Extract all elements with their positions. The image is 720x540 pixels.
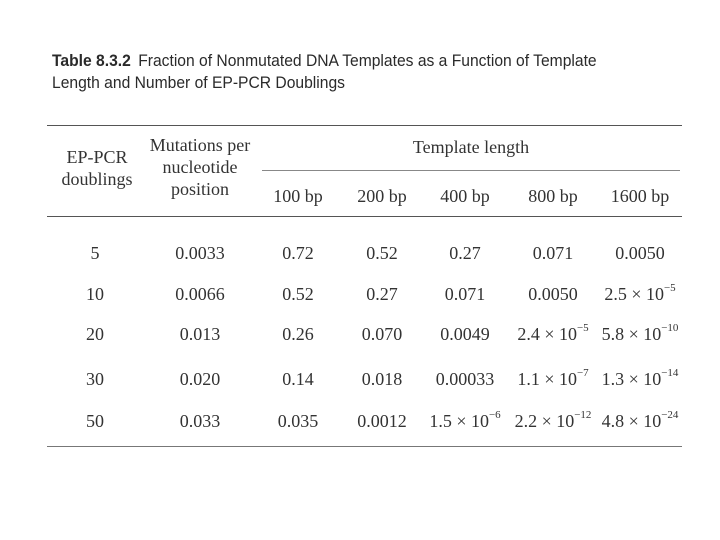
cell-mutations: 0.0066 (175, 284, 225, 304)
fraction-mantissa: 1.5 × 10 (429, 411, 489, 431)
cell-fraction-nonmutated: 0.52 (334, 242, 430, 264)
fraction-mantissa: 2.2 × 10 (514, 411, 575, 431)
table-top-rule (47, 125, 682, 126)
fraction-mantissa: 0.071 (444, 284, 486, 304)
fraction-exponent: −7 (576, 367, 589, 379)
cell-mutations: 0.033 (179, 411, 221, 431)
cell-fraction-nonmutated: 2.4 × 10−5 (505, 323, 601, 345)
cell-fraction-nonmutated: 1.5 × 10−6 (417, 410, 513, 432)
cell-fraction-nonmutated: 0.52 (250, 283, 346, 305)
fraction-exponent: −5 (663, 282, 676, 294)
header-length-1600bp: 1600 bp (610, 186, 670, 206)
fraction-exponent: −12 (574, 409, 592, 421)
cell-fraction-nonmutated: 0.26 (250, 323, 346, 345)
fraction-mantissa: 1.3 × 10 (601, 369, 662, 389)
cell-fraction-nonmutated: 5.8 × 10−10 (592, 323, 688, 345)
fraction-mantissa: 0.52 (282, 284, 314, 304)
cell-mutations: 0.013 (179, 324, 221, 344)
header-mutations-per-position: Mutations per nucleotide position (149, 135, 251, 199)
fraction-mantissa: 0.27 (366, 284, 398, 304)
cell-mutations: 0.020 (179, 369, 221, 389)
fraction-mantissa: 5.8 × 10 (601, 324, 662, 344)
fraction-exponent: −14 (661, 367, 679, 379)
cell-fraction-nonmutated: 0.0049 (417, 323, 513, 345)
template-length-span-line (262, 170, 680, 171)
fraction-mantissa: 1.1 × 10 (517, 369, 577, 389)
fraction-mantissa: 0.070 (361, 324, 403, 344)
header-template-length: Template length (412, 137, 530, 157)
cell-fraction-nonmutated: 0.071 (417, 283, 513, 305)
fraction-mantissa: 4.8 × 10 (601, 411, 662, 431)
cell-fraction-nonmutated: 4.8 × 10−24 (592, 410, 688, 432)
cell-fraction-nonmutated: 0.018 (334, 368, 430, 390)
fraction-mantissa: 0.0012 (357, 411, 407, 431)
fraction-mantissa: 2.4 × 10 (517, 324, 577, 344)
fraction-mantissa: 2.5 × 10 (604, 284, 664, 304)
cell-fraction-nonmutated: 0.27 (334, 283, 430, 305)
fraction-mantissa: 0.52 (366, 243, 398, 263)
header-length-100bp: 100 bp (273, 186, 323, 206)
fraction-exponent: −10 (661, 322, 679, 334)
cell-fraction-nonmutated: 0.071 (505, 242, 601, 264)
fraction-exponent: −24 (661, 409, 679, 421)
cell-doublings: 20 (86, 324, 104, 344)
header-ep-pcr-doublings: EP-PCR doublings (61, 147, 133, 189)
cell-fraction-nonmutated: 0.070 (334, 323, 430, 345)
cell-fraction-nonmutated: 0.035 (250, 410, 346, 432)
header-length-400bp: 400 bp (440, 186, 490, 206)
fraction-mantissa: 0.0049 (440, 324, 490, 344)
header-length-200bp: 200 bp (357, 186, 407, 206)
header-bottom-rule (47, 216, 682, 217)
cell-fraction-nonmutated: 1.1 × 10−7 (505, 368, 601, 390)
fraction-mantissa: 0.035 (277, 411, 319, 431)
fraction-mantissa: 0.0050 (615, 243, 665, 263)
cell-mutations: 0.0033 (175, 243, 225, 263)
fraction-mantissa: 0.26 (282, 324, 314, 344)
fraction-mantissa: 0.27 (449, 243, 481, 263)
cell-fraction-nonmutated: 0.00033 (417, 368, 513, 390)
fraction-mantissa: 0.071 (532, 243, 574, 263)
fraction-mantissa: 0.018 (361, 369, 403, 389)
fraction-mantissa: 0.0050 (528, 284, 578, 304)
cell-fraction-nonmutated: 0.72 (250, 242, 346, 264)
table-caption: Table 8.3.2 Fraction of Nonmutated DNA Te… (52, 50, 641, 94)
fraction-exponent: −6 (488, 409, 501, 421)
header-length-800bp: 800 bp (528, 186, 578, 206)
cell-fraction-nonmutated: 2.5 × 10−5 (592, 283, 688, 305)
cell-fraction-nonmutated: 0.27 (417, 242, 513, 264)
cell-fraction-nonmutated: 0.14 (250, 368, 346, 390)
cell-fraction-nonmutated: 0.0050 (505, 283, 601, 305)
table-bottom-rule (47, 446, 682, 447)
table-number: Table 8.3.2 (52, 51, 131, 70)
cell-fraction-nonmutated: 0.0012 (334, 410, 430, 432)
table-title: Fraction of Nonmutated DNA Templates as … (52, 51, 597, 92)
cell-doublings: 5 (90, 243, 100, 263)
cell-doublings: 30 (86, 369, 104, 389)
fraction-mantissa: 0.72 (282, 243, 314, 263)
cell-fraction-nonmutated: 1.3 × 10−14 (592, 368, 688, 390)
cell-doublings: 10 (86, 284, 104, 304)
fraction-mantissa: 0.14 (282, 369, 314, 389)
fraction-exponent: −5 (576, 322, 589, 334)
fraction-mantissa: 0.00033 (435, 369, 495, 389)
cell-fraction-nonmutated: 0.0050 (592, 242, 688, 264)
cell-fraction-nonmutated: 2.2 × 10−12 (505, 410, 601, 432)
cell-doublings: 50 (86, 411, 104, 431)
